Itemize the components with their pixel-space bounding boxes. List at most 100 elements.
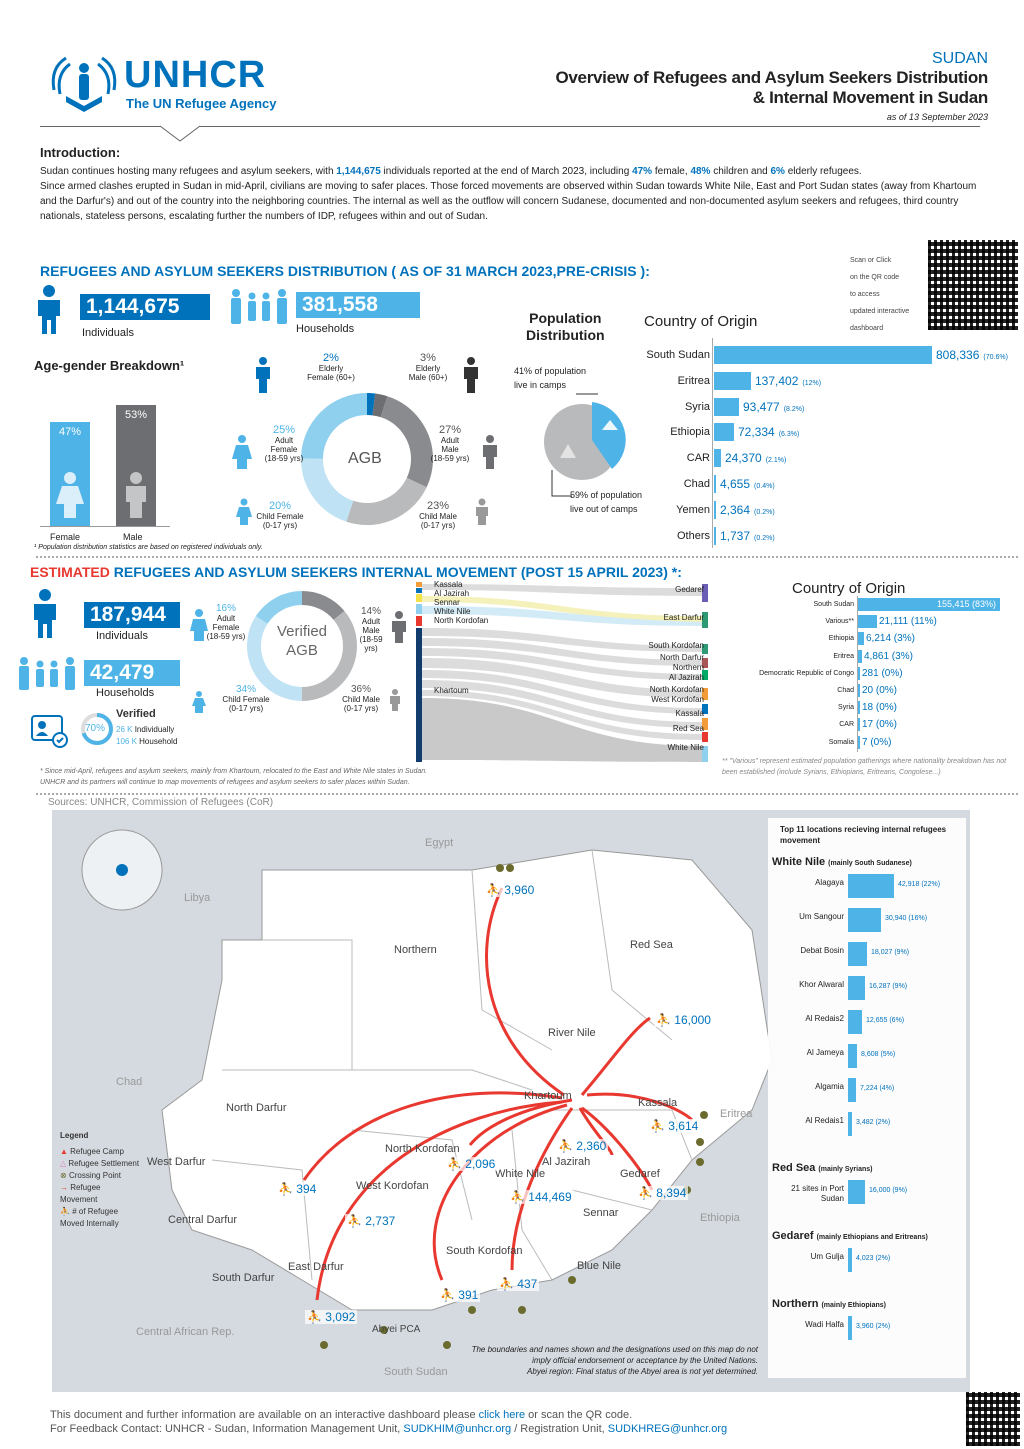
camps-out-text: 59% of population — [570, 490, 643, 500]
coo-post-bar — [858, 649, 862, 663]
coo-pre-row: Yemen 2,364 (0.2%) — [620, 500, 1020, 519]
map-value-text: 3,092 — [325, 1310, 356, 1324]
vagb-cm-pct: 36% — [350, 684, 371, 695]
v-ind-value: 26 K — [116, 725, 133, 734]
agb-cm-text: (0-17 yrs) — [420, 521, 456, 530]
vagb-child-male-slice — [247, 591, 357, 701]
sankey-destination: North Darfur — [659, 653, 704, 662]
top-location-row: Alagaya 42,918 (22%) — [768, 874, 966, 908]
camps-out-label: 59% of population live out of camps — [570, 488, 642, 516]
adult-female-icon — [190, 609, 208, 641]
map-label: Khartoum — [524, 1090, 572, 1102]
map-value-text: 2,096 — [465, 1157, 496, 1171]
male-pct: 53% — [124, 409, 148, 421]
vagb-af-text: Adult — [216, 614, 236, 623]
map-value: ⛹ 144,469 — [508, 1190, 574, 1204]
top-group-header: White Nile (mainly South Sudanese) — [768, 846, 966, 874]
post-households-label: Households — [96, 687, 155, 699]
qr-code-footer[interactable] — [966, 1392, 1020, 1446]
top-group-sub: (mainly Ethiopians and Eritreans) — [816, 1234, 928, 1241]
footer-text: or scan the QR code. — [525, 1409, 633, 1421]
agb-cm-pct: 23% — [426, 500, 450, 512]
sankey-origin-khartoum: Khartoum — [434, 686, 469, 695]
coo-pre-row: CAR 24,370 (2.1%) — [620, 449, 1020, 468]
map-label: Gedaref — [620, 1168, 660, 1180]
intro-text: individuals reported at the end of March… — [380, 166, 633, 177]
coo-post-row: Syria 18 (0%) — [700, 701, 1018, 715]
male-bar: 53% — [116, 405, 156, 526]
map-value: ⛹ 391 — [438, 1288, 481, 1302]
map-value-text: 8,394 — [656, 1186, 687, 1200]
verified-individually: 26 K Individually — [116, 725, 174, 734]
intro-text: children and — [710, 166, 771, 177]
female-label: Female — [50, 532, 81, 542]
intro-highlight: 47% — [632, 166, 653, 177]
coo-pre-value: 93,477 (8.2%) — [743, 398, 804, 419]
coo-pre-row: Syria 93,477 (8.2%) — [620, 397, 1020, 419]
vagb-af-pct: 16% — [215, 603, 236, 614]
movement-arrow — [581, 1106, 654, 1191]
camps-in-text: live in camps — [514, 380, 567, 390]
map-label: Kassala — [638, 1097, 678, 1109]
legend-settlement: △ Refugee Settlement — [60, 1158, 140, 1170]
coo-post-bar: 155,415 (83%) — [858, 598, 1000, 611]
verified-gauge — [81, 713, 113, 745]
registration-email-link[interactable]: SUDKHREG@unhcr.org — [607, 1423, 728, 1435]
map-disclaimer: The boundaries and names shown and the d… — [458, 1344, 758, 1377]
agb-adult-female-label: 25% Adult Female (18-59 yrs) — [254, 424, 314, 463]
coo-post-value: 18 (0%) — [862, 702, 898, 714]
intro-highlight: 48% — [690, 166, 711, 177]
elderly-female-icon — [256, 357, 270, 393]
map-value-text: 16,000 — [674, 1013, 711, 1027]
coo-post-value: 281 (0%) — [862, 667, 903, 679]
top-group-sub: (mainly South Sudanese) — [828, 860, 912, 867]
top-group-name: Red Sea — [772, 1162, 816, 1174]
coo-post-value: 4,861 (3%) — [864, 650, 913, 662]
map-value: ⛹ 3,614 — [648, 1119, 701, 1133]
coo-post-country: South Sudan — [813, 601, 854, 608]
coo-pre-value-pct: (8.2%) — [783, 405, 805, 413]
verified-label: Verified — [116, 708, 156, 720]
dashboard-link[interactable]: click here — [478, 1409, 526, 1421]
top-location-value: 3,482 (2%) — [856, 1119, 891, 1126]
top-group-sub: (mainly Syrians) — [818, 1166, 873, 1173]
agb-cf-pct: 20% — [268, 500, 292, 512]
qr-code[interactable] — [928, 240, 1018, 330]
top-location-bar — [848, 1010, 862, 1034]
camps-out-text: live out of camps — [570, 504, 638, 514]
coo-pre-bar — [714, 449, 721, 468]
coo-pre-value: 1,737 (0.2%) — [720, 527, 775, 548]
post-crisis-title: ESTIMATED REFUGEES AND ASYLUM SEEKERS IN… — [30, 564, 682, 580]
coo-pre-country: CAR — [686, 452, 710, 465]
agb-child-female-slice — [301, 393, 433, 525]
agb-am-pct: 27% — [438, 424, 462, 436]
map-label: River Nile — [548, 1027, 596, 1039]
legend-camp: ▲ Refugee Camp — [60, 1146, 140, 1158]
map-value-text: 391 — [458, 1288, 479, 1302]
top-location-name: Al Redais2 — [805, 1014, 844, 1023]
coo-pre-country: Yemen — [676, 503, 710, 516]
sources: Sources: UNHCR, Commission of Refugees (… — [48, 797, 274, 808]
header-notch-icon — [160, 125, 200, 142]
coo-pre-value-pct: (12%) — [802, 379, 822, 387]
coo-post-row: Various** 21,111 (11%) — [700, 615, 1018, 629]
coo-pre-value-num: 808,336 — [936, 348, 980, 362]
im-email-link[interactable]: SUDKHIM@unhcr.org — [403, 1423, 512, 1435]
qr-caption-line: dashboard — [850, 325, 884, 332]
coo-post-bar — [858, 718, 860, 732]
agb-elderly-male-label: 3% Elderly Male (60+) — [388, 352, 468, 382]
top-location-bar — [848, 942, 867, 966]
child-male-icon — [476, 498, 488, 525]
sankey-origin: Sennar — [434, 598, 460, 607]
coo-pre-value-num: 4,655 — [720, 477, 751, 491]
footer-text: For Feedback Contact: UNHCR - Sudan, Inf… — [50, 1423, 404, 1435]
legend-moved: ⛹ # of Refugee Moved Internally — [60, 1206, 140, 1230]
map-label: Blue Nile — [577, 1260, 622, 1272]
coo-pre-bar — [714, 500, 716, 519]
elderly-male-icon — [464, 357, 478, 393]
child-male-icon — [390, 689, 400, 711]
sankey-origin: Al Jazirah — [434, 589, 470, 598]
coo-post-country: Ethiopia — [828, 635, 854, 643]
coo-pre-country: South Sudan — [646, 349, 710, 361]
agb-child-male-label: 23% Child Male (0-17 yrs) — [408, 500, 468, 530]
